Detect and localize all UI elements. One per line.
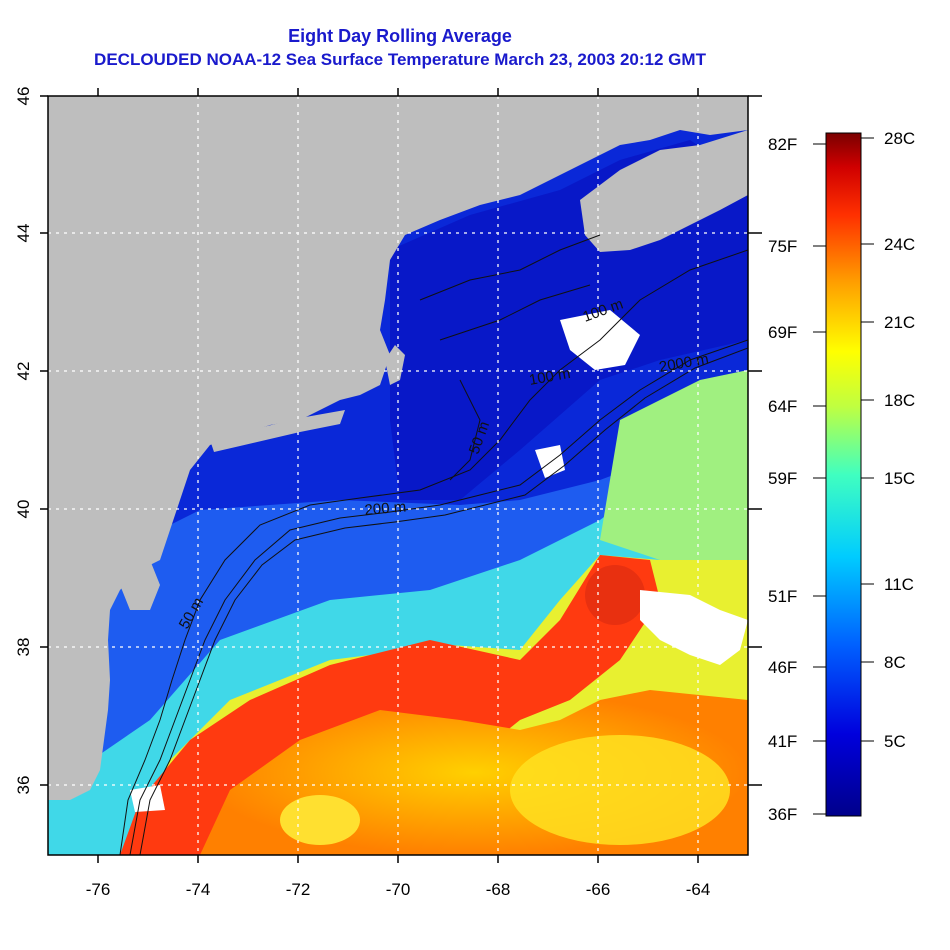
map-subtitle: DECLOUDED NOAA-12 Sea Surface Temperatur… bbox=[94, 50, 706, 69]
colorbar-c-label: 24C bbox=[884, 235, 915, 254]
colorbar-c-label: 11C bbox=[884, 575, 914, 594]
contour-label-100m: 100 m bbox=[528, 365, 572, 389]
colorbar bbox=[825, 132, 862, 817]
x-tick-label: -68 bbox=[486, 880, 511, 899]
y-tick-label: 40 bbox=[14, 500, 33, 519]
sst-warm-eddy bbox=[585, 565, 645, 625]
sst-yellow-spot bbox=[280, 795, 360, 845]
colorbar-f-label: 46F bbox=[768, 658, 797, 677]
y-tick-label: 46 bbox=[14, 87, 33, 106]
map-title: Eight Day Rolling Average bbox=[288, 26, 512, 46]
land-nova-scotia bbox=[580, 130, 748, 252]
y-tick-label: 44 bbox=[14, 224, 33, 243]
x-tick-label: -72 bbox=[286, 880, 311, 899]
map-area bbox=[48, 96, 748, 855]
colorbar-f-label: 59F bbox=[768, 469, 797, 488]
x-axis bbox=[97, 88, 699, 863]
land-delmarva bbox=[120, 540, 160, 610]
colorbar-f-label: 82F bbox=[768, 135, 797, 154]
colorbar-c-label: 28C bbox=[884, 129, 915, 148]
colorbar-f-label: 41F bbox=[768, 732, 797, 751]
x-tick-label: -76 bbox=[86, 880, 111, 899]
y-axis bbox=[40, 95, 762, 786]
land-mainland bbox=[48, 96, 748, 800]
colorbar-c-label: 5C bbox=[884, 732, 906, 751]
colorbar-c-label: 15C bbox=[884, 469, 915, 488]
sst-green-band bbox=[600, 370, 748, 560]
colorbar-f-label: 75F bbox=[768, 237, 797, 256]
colorbar-c-label: 21C bbox=[884, 313, 915, 332]
colorbar-c-label: 8C bbox=[884, 653, 906, 672]
land-long-island bbox=[210, 410, 345, 452]
x-tick-label: -70 bbox=[386, 880, 411, 899]
bathymetry-contours bbox=[119, 234, 748, 855]
y-tick-label: 36 bbox=[14, 776, 33, 795]
sst-yellow-patch bbox=[510, 735, 730, 845]
colorbar-c-label: 18C bbox=[884, 391, 915, 410]
colorbar-f-label: 69F bbox=[768, 323, 797, 342]
colorbar-ticks bbox=[813, 137, 874, 815]
colorbar-f-label: 64F bbox=[768, 397, 797, 416]
contour-label-200m: 200 m bbox=[364, 498, 407, 519]
y-tick-label: 42 bbox=[14, 362, 33, 381]
x-tick-label: -66 bbox=[586, 880, 611, 899]
y-tick-label: 38 bbox=[14, 638, 33, 657]
colorbar-f-label: 36F bbox=[768, 805, 797, 824]
cloud-patch-3 bbox=[535, 445, 565, 478]
x-tick-label: -64 bbox=[686, 880, 711, 899]
x-tick-label: -74 bbox=[186, 880, 211, 899]
colorbar-f-label: 51F bbox=[768, 587, 797, 606]
graticule bbox=[48, 96, 748, 855]
land-cape-cod bbox=[385, 345, 405, 385]
